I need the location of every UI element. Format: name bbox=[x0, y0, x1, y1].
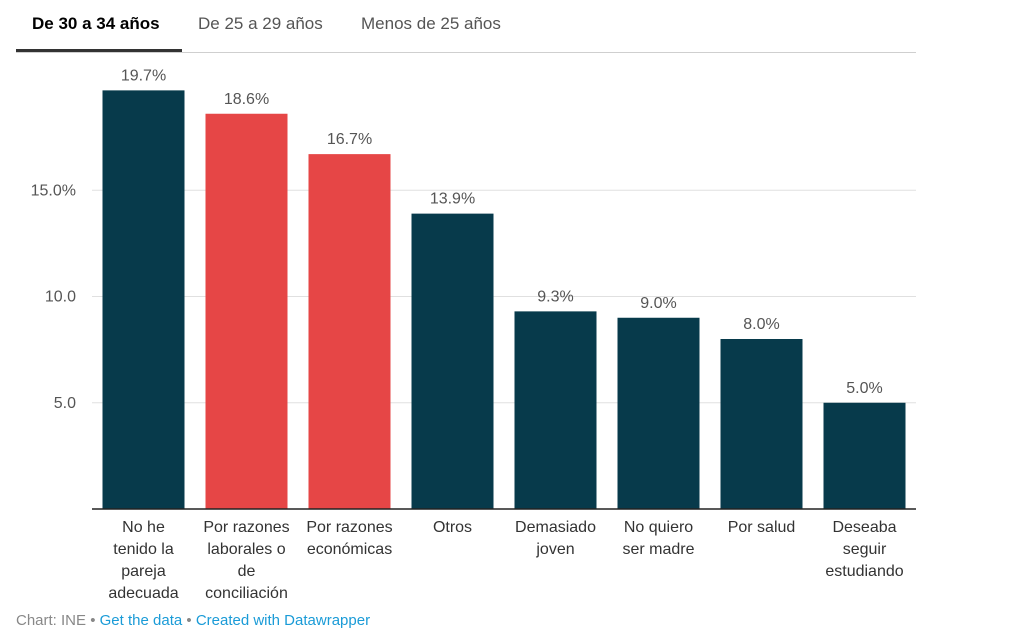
x-tick-label: Deseaba seguir estudiando bbox=[825, 519, 903, 580]
separator-dot: • bbox=[90, 612, 96, 629]
separator-dot: • bbox=[186, 612, 192, 629]
value-label: 8.0% bbox=[743, 316, 779, 333]
tab-menos-25[interactable]: Menos de 25 años bbox=[361, 14, 501, 33]
bar bbox=[205, 113, 288, 509]
tab-25-29[interactable]: De 25 a 29 años bbox=[198, 14, 323, 33]
get-data-link[interactable]: Get the data bbox=[99, 612, 183, 629]
x-tick-label: No quiero ser madre bbox=[622, 519, 694, 558]
datawrapper-link[interactable]: Created with Datawrapper bbox=[195, 612, 371, 629]
x-tick-label: Por razones laborales o de conciliación bbox=[203, 519, 289, 602]
y-tick-label: 5.0 bbox=[54, 395, 76, 412]
y-tick-label: 15.0% bbox=[31, 182, 76, 199]
x-tick-label: Por razones económicas bbox=[306, 519, 392, 558]
x-tick-label: Otros bbox=[433, 519, 472, 536]
x-tick-label: Por salud bbox=[728, 519, 796, 536]
bar bbox=[823, 402, 906, 509]
value-label: 9.3% bbox=[537, 288, 573, 305]
bar bbox=[617, 317, 700, 509]
chart-footer: Chart: INE • Get the data • Created with… bbox=[16, 612, 370, 629]
tab-30-34[interactable]: De 30 a 34 años bbox=[16, 14, 182, 52]
value-label: 18.6% bbox=[224, 91, 269, 108]
x-tick-label: No he tenido la pareja adecuada bbox=[108, 519, 178, 602]
tab-bar: De 30 a 34 años De 25 a 29 años Menos de… bbox=[16, 0, 916, 53]
bar bbox=[720, 339, 803, 509]
value-label: 19.7% bbox=[121, 67, 166, 84]
value-label: 9.0% bbox=[640, 295, 676, 312]
bar bbox=[308, 154, 391, 509]
value-label: 16.7% bbox=[327, 131, 372, 148]
value-label: 5.0% bbox=[846, 380, 882, 397]
y-tick-label: 10.0 bbox=[45, 289, 76, 306]
bar bbox=[514, 311, 597, 509]
value-label: 13.9% bbox=[430, 191, 475, 208]
x-tick-label: Demasiado joven bbox=[515, 519, 596, 558]
bar bbox=[411, 213, 494, 509]
bar bbox=[102, 90, 185, 509]
bar-chart: 5.0 10.0 15.0% 19.7% No he tenido la pareja ade… bbox=[31, 67, 916, 602]
source-text: Chart: INE bbox=[16, 612, 87, 629]
